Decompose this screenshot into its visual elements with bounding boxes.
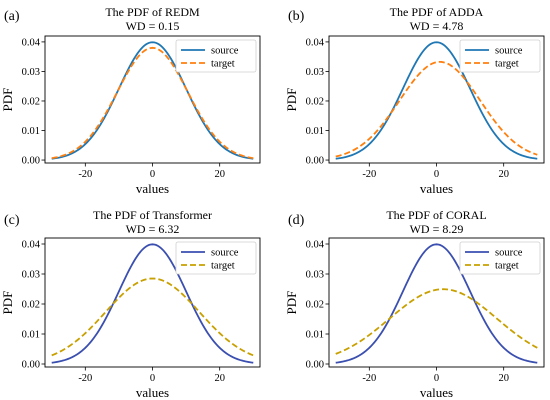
- panel-label: (c): [4, 213, 20, 228]
- chart-subtitle: WD = 0.15: [126, 19, 180, 33]
- x-tick-label: 20: [214, 169, 225, 180]
- y-tick-label: 0.00: [22, 360, 40, 371]
- x-tick-label: -20: [362, 169, 376, 180]
- legend-label-target: target: [211, 261, 235, 272]
- y-tick-label: 0.02: [306, 300, 324, 311]
- y-tick-label: 0.03: [22, 270, 40, 281]
- chart-title: The PDF of Transformer: [93, 208, 212, 222]
- series-line-source: [51, 41, 254, 160]
- x-tick-label: 20: [214, 373, 225, 384]
- legend-label-target: target: [495, 59, 519, 70]
- x-tick-label: 0: [150, 373, 155, 384]
- y-tick-label: 0.00: [306, 156, 324, 167]
- x-tick-label: -20: [78, 169, 92, 180]
- x-tick-label: -20: [362, 373, 376, 384]
- x-tick-label: 20: [498, 373, 509, 384]
- legend-box: [175, 241, 257, 275]
- y-tick-label: 0.02: [306, 96, 324, 107]
- x-axis-label: values: [136, 385, 169, 400]
- legend-label-source: source: [495, 248, 523, 259]
- y-tick-label: 0.04: [22, 37, 41, 48]
- y-axis-label: PDF: [284, 88, 299, 112]
- y-tick-label: 0.04: [306, 37, 325, 48]
- chart-subtitle: WD = 8.29: [410, 222, 464, 236]
- y-axis-label: PDF: [0, 291, 15, 315]
- y-tick-label: 0.00: [22, 156, 40, 167]
- legend-label-source: source: [211, 248, 239, 259]
- series-line-source: [335, 243, 538, 364]
- panel-label: (b): [288, 9, 305, 24]
- y-tick-label: 0.01: [306, 126, 324, 137]
- y-tick-label: 0.02: [22, 96, 40, 107]
- x-axis-label: values: [136, 181, 169, 196]
- x-axis-label: values: [420, 385, 453, 400]
- legend-box: [459, 241, 541, 275]
- legend: source target: [175, 39, 257, 73]
- y-axis-label: PDF: [284, 291, 299, 315]
- x-tick-label: -20: [78, 373, 92, 384]
- legend-label-source: source: [495, 46, 523, 57]
- legend-label-source: source: [211, 46, 239, 57]
- panel-label: (d): [288, 213, 305, 228]
- legend: source target: [459, 39, 541, 73]
- y-tick-label: 0.03: [306, 67, 324, 78]
- y-axis-label: PDF: [0, 88, 15, 112]
- y-tick-label: 0.04: [306, 240, 325, 251]
- y-tick-label: 0.00: [306, 360, 324, 371]
- y-tick-label: 0.01: [22, 126, 40, 137]
- series-line-target: [335, 60, 538, 158]
- legend: source target: [459, 241, 541, 275]
- chart-subtitle: WD = 6.32: [126, 222, 180, 236]
- y-tick-label: 0.04: [22, 240, 41, 251]
- legend-label-target: target: [211, 59, 235, 70]
- y-tick-label: 0.01: [22, 330, 40, 341]
- chart-title: The PDF of ADDA: [390, 5, 484, 19]
- series-line-target: [335, 288, 538, 355]
- x-tick-label: 20: [498, 169, 509, 180]
- series-line-target: [51, 46, 254, 160]
- series-line-source: [51, 243, 254, 364]
- x-tick-label: 0: [434, 169, 439, 180]
- x-tick-label: 0: [434, 373, 439, 384]
- panel-label: (a): [4, 9, 20, 24]
- chart-title: The PDF of REDM: [105, 5, 200, 19]
- series-line-target: [51, 277, 254, 357]
- legend: source target: [175, 241, 257, 275]
- y-tick-label: 0.02: [22, 300, 40, 311]
- chart-subtitle: WD = 4.78: [410, 19, 464, 33]
- series-line-source: [335, 41, 538, 160]
- y-tick-label: 0.03: [22, 67, 40, 78]
- chart-title: The PDF of CORAL: [386, 208, 486, 222]
- y-tick-label: 0.01: [306, 330, 324, 341]
- legend-label-target: target: [495, 261, 519, 272]
- legend-box: [459, 39, 541, 73]
- x-tick-label: 0: [150, 169, 155, 180]
- x-axis-label: values: [420, 181, 453, 196]
- y-tick-label: 0.03: [306, 270, 324, 281]
- legend-box: [175, 39, 257, 73]
